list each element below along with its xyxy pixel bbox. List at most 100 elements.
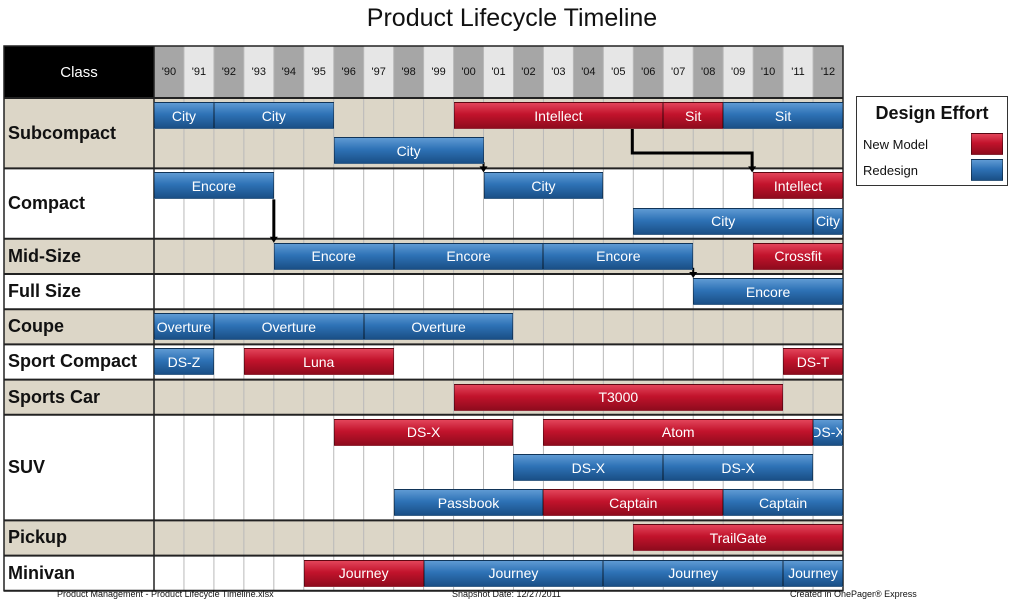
connector-arrowhead (748, 166, 757, 173)
year-cell (603, 46, 634, 98)
timeline-bar: DS-X (333, 418, 514, 446)
row-label: Sports Car (8, 386, 101, 407)
timeline-bar: Encore (273, 242, 394, 270)
connector-line (630, 129, 754, 169)
year-cell (663, 46, 694, 98)
year-cell (573, 46, 604, 98)
chart-title: Product Lifecycle Timeline (366, 4, 658, 32)
timeline-bar: Luna (243, 348, 394, 376)
timeline-bar: Intellect (753, 172, 843, 200)
timeline-bar: Overture (154, 313, 214, 341)
timeline-bar: City (813, 207, 843, 235)
class-header: Class (60, 63, 98, 81)
connector-arrowhead (479, 166, 488, 173)
timeline-bar: T3000 (453, 383, 784, 411)
year-label: '07 (671, 66, 686, 78)
timeline-bar: Journey (303, 559, 424, 587)
year-cell (423, 46, 454, 98)
timeline-bar: Crossfit (753, 242, 843, 270)
year-cell (693, 46, 724, 98)
year-label: '09 (730, 66, 746, 78)
year-cell (363, 46, 394, 98)
year-label: '01 (491, 66, 506, 78)
year-label: '90 (161, 66, 177, 78)
timeline-bar: TrailGate (633, 524, 843, 552)
timeline-bar: City (633, 207, 814, 235)
year-label: '06 (641, 66, 656, 78)
year-cell (813, 46, 843, 98)
year-label: '10 (760, 66, 776, 78)
year-label: '08 (701, 66, 716, 78)
row-label: Minivan (8, 562, 76, 583)
timeline-bar: Journey (783, 559, 843, 587)
row-label: Compact (8, 193, 86, 214)
timeline-bar: Encore (693, 278, 843, 305)
year-label: '04 (581, 66, 596, 78)
year-cell (183, 46, 214, 98)
row-label: Pickup (8, 527, 68, 548)
year-label: '91 (191, 66, 207, 78)
year-cell (753, 46, 784, 98)
grid-border (3, 45, 844, 592)
row-label: SUV (8, 457, 46, 478)
row-label: Mid-Size (8, 245, 82, 266)
row-label: Coupe (8, 316, 64, 337)
timeline-bar: Sit (663, 102, 724, 129)
row-label: Subcompact (8, 122, 117, 143)
connector-arrowhead (269, 236, 278, 243)
row-label: Sport Compact (8, 351, 138, 372)
legend-new-model-label: New Model (863, 137, 929, 152)
timeline-bar: Encore (543, 242, 694, 270)
year-label: '03 (551, 66, 566, 78)
year-cell (303, 46, 334, 98)
legend-new-model-swatch (971, 133, 1003, 155)
year-label: '93 (251, 66, 266, 78)
class-header-bg (4, 46, 154, 98)
year-cell (393, 46, 424, 98)
year-label: '05 (611, 66, 626, 78)
year-label: '96 (341, 66, 356, 78)
timeline-bar: DS-T (783, 348, 843, 376)
timeline-bar: City (333, 137, 484, 165)
year-cell (213, 46, 244, 98)
year-cell (483, 46, 514, 98)
year-label: '02 (521, 66, 536, 78)
legend: Design Effort New Model Redesign (856, 96, 1008, 186)
year-label: '99 (431, 66, 446, 78)
year-label: '94 (281, 66, 296, 78)
footer-credit: Created in OnePager® Express (790, 589, 917, 599)
timeline-bar: Overture (213, 313, 364, 341)
timeline-bar: Journey (423, 559, 604, 587)
timeline-bar: Sit (723, 102, 843, 129)
year-cell (513, 46, 544, 98)
year-cell (273, 46, 304, 98)
connector-arrowhead (689, 272, 698, 278)
timeline-bar: DS-X (813, 418, 843, 446)
year-label: '00 (461, 66, 476, 78)
timeline-bar: Captain (543, 489, 724, 517)
timeline-bar: Intellect (453, 102, 664, 129)
timeline-bar: Encore (393, 242, 544, 270)
year-label: '97 (371, 66, 386, 78)
timeline-bar: City (154, 102, 214, 129)
timeline-bar: Passbook (393, 489, 544, 517)
year-cell (543, 46, 574, 98)
year-cell (154, 46, 184, 98)
year-label: '11 (791, 66, 805, 78)
timeline-bar: Overture (363, 313, 514, 341)
footer-file: Product Management - Product Lifecycle T… (57, 589, 274, 599)
year-label: '95 (311, 66, 326, 78)
year-label: '12 (820, 66, 836, 78)
year-cell (723, 46, 754, 98)
timeline-bar: Captain (723, 489, 843, 517)
footer-snapshot-date: Snapshot Date: 12/27/2011 (452, 589, 561, 599)
year-label: '98 (401, 66, 416, 78)
legend-title: Design Effort (875, 103, 989, 123)
year-cell (243, 46, 274, 98)
year-label: '92 (221, 66, 237, 78)
year-cell (333, 46, 364, 98)
timeline-bar: DS-Z (154, 348, 214, 376)
timeline-bar: DS-X (513, 454, 664, 481)
timeline-bar: DS-X (663, 454, 814, 481)
year-cell (633, 46, 664, 98)
